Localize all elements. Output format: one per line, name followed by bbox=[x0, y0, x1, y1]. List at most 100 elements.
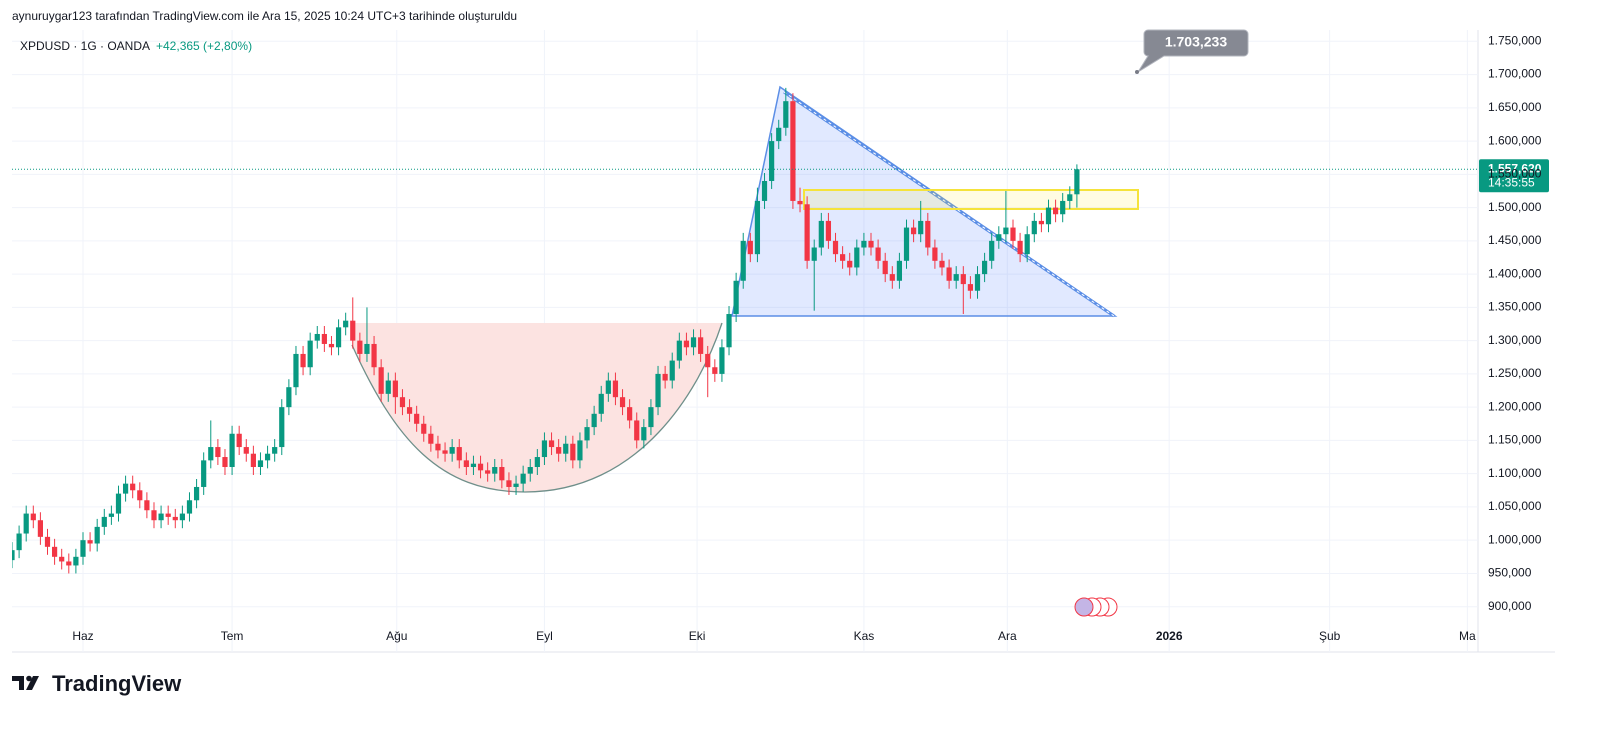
candle-body bbox=[960, 274, 966, 285]
candle-body bbox=[51, 546, 58, 557]
candle-body bbox=[87, 540, 93, 544]
candle-body bbox=[996, 234, 1002, 241]
candle-body bbox=[477, 463, 484, 471]
candle-body bbox=[1010, 227, 1016, 241]
candle-body bbox=[215, 447, 221, 458]
candle-body bbox=[236, 433, 242, 448]
candle-body bbox=[619, 397, 626, 408]
y-tick-label: 950,000 bbox=[1488, 566, 1532, 580]
candle-body bbox=[932, 247, 938, 261]
candle-body bbox=[286, 387, 292, 408]
candle-body bbox=[414, 413, 420, 424]
candle-body bbox=[641, 427, 647, 441]
candle-body bbox=[151, 510, 157, 521]
candle-body bbox=[953, 274, 959, 281]
candle-body bbox=[201, 460, 207, 487]
candle-body bbox=[16, 533, 22, 551]
candle-body bbox=[840, 254, 846, 261]
candle-body bbox=[584, 427, 590, 441]
candle-body bbox=[272, 447, 278, 454]
candle-body bbox=[896, 260, 903, 281]
x-tick-label: 2026 bbox=[1156, 629, 1183, 643]
candle-body bbox=[73, 556, 79, 566]
candle-body bbox=[59, 556, 65, 562]
candle-body bbox=[449, 447, 455, 454]
candle-body bbox=[598, 393, 604, 414]
x-tick-label: Kas bbox=[854, 629, 875, 643]
candle-body bbox=[435, 443, 441, 451]
candle-body bbox=[442, 450, 448, 454]
candle-body bbox=[94, 526, 100, 544]
candle-body bbox=[172, 516, 178, 521]
candle-body bbox=[548, 440, 555, 448]
x-tick-label: Haz bbox=[72, 629, 93, 643]
y-tick-label: 1.250,000 bbox=[1488, 366, 1542, 380]
candle-body bbox=[23, 513, 29, 534]
candle-body bbox=[179, 513, 185, 521]
candle-body bbox=[534, 457, 540, 468]
candle-body bbox=[37, 520, 43, 537]
candle-body bbox=[726, 314, 732, 348]
candle-body bbox=[967, 284, 974, 291]
trend-line bbox=[783, 91, 1115, 317]
candle-body bbox=[911, 227, 917, 235]
candle-body bbox=[541, 440, 548, 458]
callout-anchor bbox=[1135, 70, 1139, 74]
candle-body bbox=[193, 486, 200, 501]
candle-body bbox=[712, 367, 718, 374]
candle-body bbox=[463, 460, 469, 468]
candle-body bbox=[385, 380, 391, 394]
brand: TradingView bbox=[52, 671, 182, 696]
candle-body bbox=[321, 333, 327, 344]
candle-body bbox=[676, 340, 682, 361]
candle-body bbox=[399, 397, 406, 408]
symbol: XPDUSD · 1G · OANDA bbox=[20, 39, 150, 53]
candle-body bbox=[1074, 169, 1080, 195]
countdown: 14:35:55 bbox=[1488, 175, 1535, 189]
candle-body bbox=[903, 227, 910, 261]
candle-body bbox=[818, 220, 824, 248]
price-tag-text: 1.557,620 bbox=[1488, 161, 1542, 175]
x-tick-label: Şub bbox=[1319, 629, 1341, 643]
candle-body bbox=[520, 473, 526, 484]
candle-body bbox=[421, 423, 427, 434]
candle-body bbox=[719, 347, 725, 374]
candle-body bbox=[854, 247, 860, 268]
candle-body bbox=[925, 220, 931, 248]
callout bbox=[1137, 29, 1249, 73]
candle-body bbox=[1045, 207, 1052, 225]
candle-body bbox=[939, 260, 945, 268]
candle-body bbox=[1024, 234, 1030, 255]
candle-body bbox=[485, 470, 491, 474]
y-tick-label: 900,000 bbox=[1488, 599, 1532, 613]
y-tick-label: 1.700,000 bbox=[1488, 67, 1542, 81]
candle-body bbox=[783, 101, 789, 128]
candle-body bbox=[612, 380, 619, 398]
candle-body bbox=[335, 327, 342, 348]
candle-body bbox=[989, 240, 995, 261]
candle-body bbox=[570, 443, 576, 461]
y-tick-label: 1.050,000 bbox=[1488, 499, 1542, 513]
x-tick-label: Eyl bbox=[536, 629, 553, 643]
candle-body bbox=[556, 447, 562, 454]
y-tick-label: 1.550,000 bbox=[1488, 167, 1542, 181]
candle-body bbox=[577, 440, 583, 461]
candle-body bbox=[1003, 227, 1009, 235]
candle-body bbox=[470, 463, 477, 468]
candle-body bbox=[761, 180, 768, 201]
candle-body bbox=[364, 343, 370, 354]
candle-body bbox=[705, 353, 711, 368]
candle-body bbox=[250, 453, 256, 468]
callout-text: 1.703,233 bbox=[1165, 34, 1227, 50]
candle-body bbox=[222, 457, 228, 468]
candle-body bbox=[279, 407, 285, 448]
candle-body bbox=[889, 274, 895, 281]
candle-body bbox=[428, 433, 434, 444]
events bbox=[1074, 597, 1118, 617]
candle-body bbox=[1031, 220, 1037, 235]
candle-body bbox=[243, 447, 249, 454]
candle-body bbox=[733, 280, 739, 315]
candle-body bbox=[350, 320, 356, 341]
candle-body bbox=[392, 380, 398, 398]
x-tick-label: Eki bbox=[689, 629, 706, 643]
